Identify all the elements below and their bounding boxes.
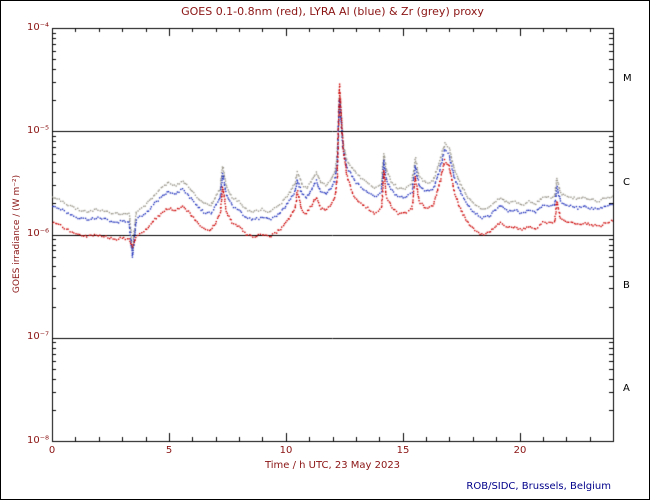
- flare-class-label-a: A: [623, 383, 630, 394]
- y-tick-1e-8: 10⁻⁸: [26, 435, 49, 446]
- flare-class-label-m: M: [623, 73, 632, 84]
- y-tick-1e-4: 10⁻⁴: [26, 22, 49, 33]
- y-tick-1e-7: 10⁻⁷: [26, 331, 49, 342]
- chart-title: GOES 0.1-0.8nm (red), LYRA Al (blue) & Z…: [181, 5, 484, 18]
- flare-class-label-b: B: [623, 280, 630, 291]
- flare-class-label-c: C: [623, 177, 630, 188]
- y-tick-1e-5: 10⁻⁵: [26, 125, 49, 136]
- x-tick-10: 10: [279, 445, 293, 456]
- x-tick-0: 0: [48, 445, 56, 456]
- x-tick-5: 5: [165, 445, 173, 456]
- y-tick-1e-6: 10⁻⁶: [26, 228, 49, 239]
- x-axis-label: Time / h UTC, 23 May 2023: [264, 460, 401, 471]
- credit-text: ROB/SIDC, Brussels, Belgium: [466, 481, 611, 492]
- x-tick-15: 15: [396, 445, 410, 456]
- x-tick-20: 20: [513, 445, 527, 456]
